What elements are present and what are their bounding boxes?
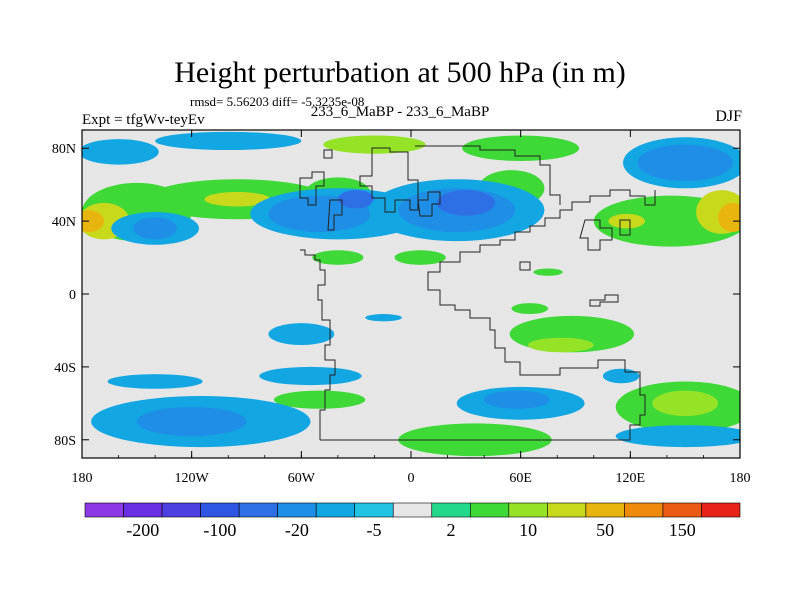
y-tick-label: 80S: [54, 434, 76, 449]
colorbar-swatch: [354, 502, 394, 518]
colorbar-swatch: [662, 502, 702, 518]
colorbar-label: 50: [596, 520, 614, 540]
x-tick-label: 180: [72, 471, 93, 486]
colorbar-swatch: [624, 502, 664, 518]
colorbar-label: -20: [285, 520, 309, 540]
contour-region-45: [615, 425, 740, 448]
contour-region-39: [136, 406, 247, 437]
contour-region-37: [273, 390, 366, 409]
contour-region-26: [312, 250, 364, 265]
contour-region-6: [637, 144, 733, 182]
contour-region-18: [337, 190, 375, 209]
colorbar-swatch: [315, 502, 356, 518]
chart-title: Height perturbation at 500 hPa (in m): [174, 56, 626, 89]
y-tick-label: 80N: [52, 142, 76, 157]
colorbar-swatch: [277, 502, 317, 518]
contour-region-34: [602, 368, 640, 384]
colorbar-swatch: [701, 502, 741, 518]
colorbar-label: -100: [203, 520, 236, 540]
contour-region-15: [133, 217, 178, 240]
colorbar-swatch: [431, 502, 471, 518]
contour-region-33: [511, 303, 549, 315]
x-tick-label: 0: [408, 471, 415, 486]
colorbar-label: -5: [366, 520, 381, 540]
colorbar: -200 -100 -20 -5 2 10 50 150: [84, 502, 741, 540]
season-label: DJF: [715, 108, 742, 125]
contour-region-2: [188, 139, 269, 151]
contour-region-24: [718, 202, 740, 233]
x-tick-label: 60E: [509, 471, 532, 486]
contour-region-0: [82, 139, 159, 165]
stats-label: rmsd= 5.56203 diff= -5.3235e-08: [190, 94, 365, 109]
contour-region-35: [107, 374, 203, 389]
comparison-label: 233_6_MaBP - 233_6_MaBP: [310, 104, 490, 120]
colorbar-swatch: [585, 502, 625, 518]
colorbar-swatch: [238, 502, 278, 518]
contour-region-44: [652, 390, 719, 417]
colorbar-label: 10: [519, 520, 537, 540]
contour-region-28: [533, 268, 563, 276]
colorbar-swatch: [469, 502, 510, 518]
contour-region-32: [527, 337, 594, 353]
x-tick-label: 180: [730, 471, 751, 486]
contour-region-3: [323, 135, 426, 154]
colorbar-label: 2: [447, 520, 456, 540]
contour-region-25: [608, 213, 645, 229]
y-tick-label: 40S: [54, 361, 76, 376]
map-area: [81, 129, 741, 459]
colorbar-swatch: [161, 502, 201, 518]
colorbar-swatch: [547, 502, 587, 518]
x-tick-label: 60W: [288, 471, 316, 486]
colorbar-swatch: [123, 502, 163, 518]
colorbar-label: -200: [126, 520, 159, 540]
colorbar-swatch: [200, 502, 240, 518]
contour-region-4: [462, 135, 580, 161]
coastline-outline: [299, 145, 656, 441]
contour-region-41: [484, 390, 550, 409]
y-tick-label: 40N: [52, 215, 76, 230]
experiment-label: Expt = tfgWv-teyEv: [82, 112, 205, 128]
contour-region-21: [436, 190, 496, 216]
contour-region-27: [394, 250, 446, 265]
contour-region-36: [259, 366, 362, 386]
contour-region-29: [268, 323, 335, 346]
x-tick-label: 120W: [175, 471, 210, 486]
colorbar-label: 150: [669, 520, 696, 540]
colorbar-swatch: [84, 502, 124, 518]
y-tick-label: 0: [69, 288, 76, 303]
colorbar-swatch: [392, 502, 433, 518]
colorbar-swatch: [508, 502, 548, 518]
x-tick-label: 120E: [616, 471, 646, 486]
contour-region-13: [82, 210, 104, 233]
contour-region-8: [204, 191, 271, 207]
contour-region-30: [365, 314, 402, 322]
y-axis: 80N 40N 0 40S 80S: [52, 142, 740, 449]
x-axis: 180 120W 60W 0 60E 120E 180: [72, 130, 751, 486]
